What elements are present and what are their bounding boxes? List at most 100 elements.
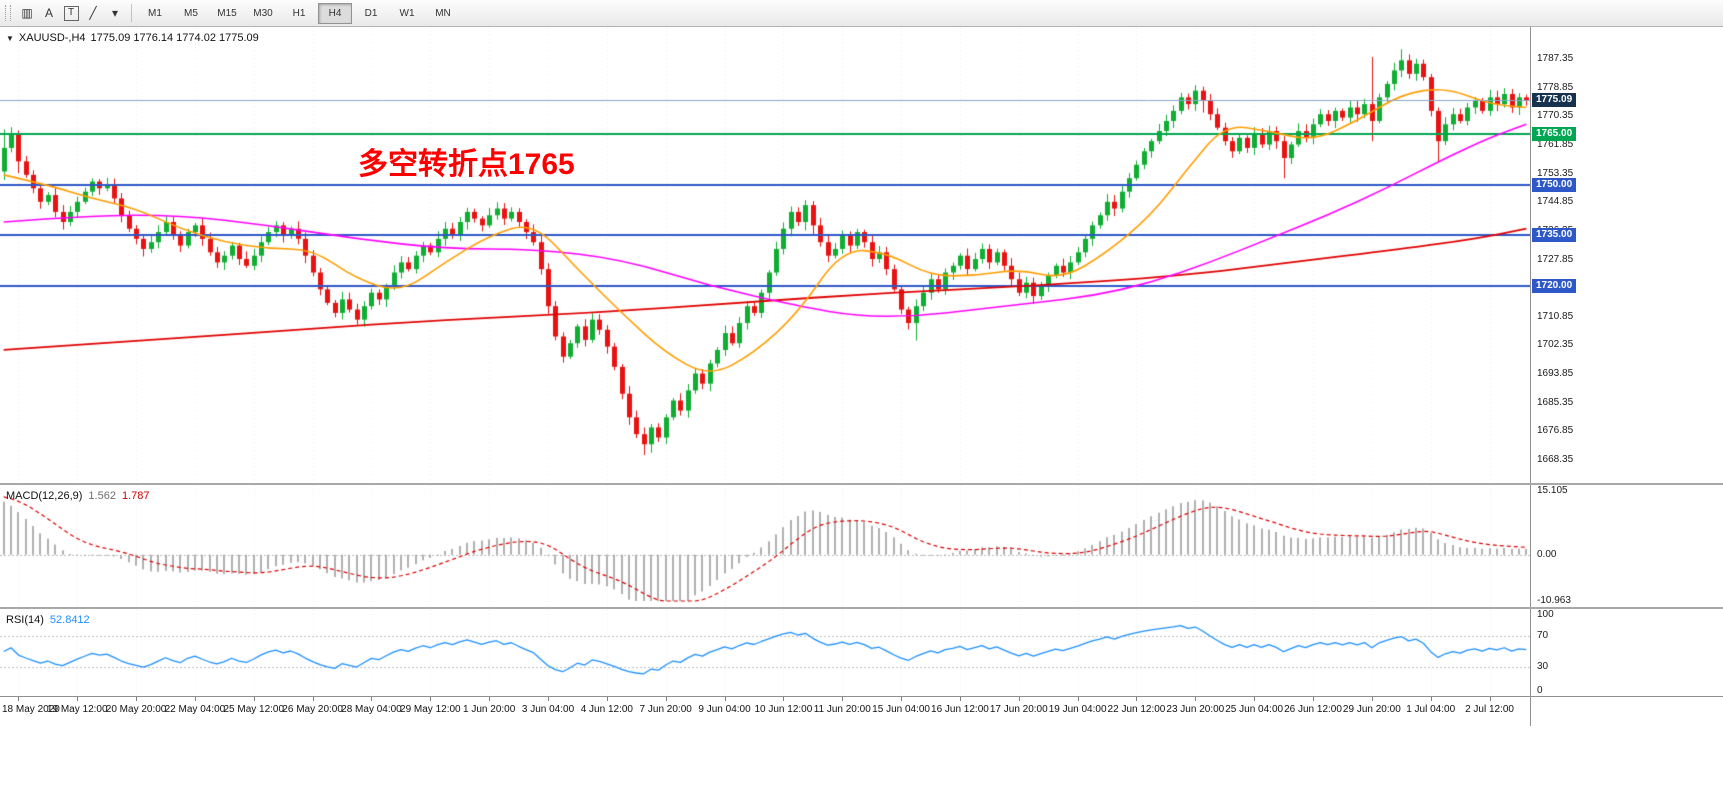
- price-tag-1735.00: 1735.00: [1532, 228, 1577, 243]
- toolbar-grip[interactable]: [5, 5, 11, 21]
- macd-tick-label: 15.105: [1537, 485, 1568, 496]
- rsi-tick-label: 30: [1537, 661, 1549, 673]
- price-tag-1750.00: 1750.00: [1532, 177, 1577, 192]
- time-axis-tick: [666, 697, 667, 701]
- time-axis-tick: [136, 697, 137, 701]
- time-axis-tick: [1136, 697, 1137, 701]
- macd-scale[interactable]: 15.105 0.00 -10.963: [1530, 485, 1723, 607]
- time-axis-tick: [1313, 697, 1314, 701]
- rsi-value: 52.8412: [49, 614, 90, 626]
- macd-value-signal: 1.787: [121, 490, 150, 502]
- price-tick-label: 1753.35: [1537, 167, 1574, 179]
- time-axis-label: 4 Jun 12:00: [580, 704, 633, 715]
- timeframe-button-m30[interactable]: M30: [253, 7, 273, 19]
- time-axis-label: 23 Jun 20:00: [1166, 704, 1225, 715]
- macd-tick-label: -10.963: [1537, 595, 1571, 606]
- rsi-label: RSI(14): [6, 614, 44, 626]
- macd-canvas[interactable]: [0, 485, 1530, 607]
- time-axis-tick: [607, 697, 608, 701]
- panel-splitter[interactable]: [0, 483, 1723, 485]
- price-tick-label: 1668.35: [1537, 453, 1574, 465]
- drawing-tools-group: ▥ A T ╱ ▾: [16, 3, 126, 23]
- time-axis-label: 18 May 2020: [2, 704, 60, 715]
- time-axis-tick: [842, 697, 843, 701]
- tool-dropdown-caret-icon[interactable]: ▾: [111, 6, 119, 20]
- timeframe-button-m1[interactable]: M1: [148, 7, 162, 19]
- timeframe-button-mn[interactable]: MN: [435, 7, 451, 19]
- time-axis-label: 29 May 12:00: [400, 704, 461, 715]
- text-tool-icon[interactable]: T: [61, 3, 81, 23]
- chart-symbol-period: XAUUSD-,H4: [18, 32, 86, 44]
- time-axis-tick: [783, 697, 784, 701]
- time-axis-label: 19 May 12:00: [46, 704, 108, 715]
- chart-ohlc-values: 1775.09 1776.14 1774.02 1775.09: [90, 32, 259, 44]
- toolbar: ▥ A T ╱ ▾ M1 M5 M15 M30 H1 H4 D1 W1 MN: [0, 0, 1723, 27]
- time-axis[interactable]: 18 May 2020 19 May 12:00 20 May 20:00 22 Ma…: [0, 696, 1723, 726]
- macd-caption: MACD(12,26,9) 1.562 1.787: [6, 490, 149, 502]
- bottom-empty-area: [0, 726, 1723, 792]
- price-tick-label: 1676.85: [1537, 425, 1574, 437]
- timeframe-group: M1 M5 M15 M30 H1 H4 D1 W1 MN: [137, 2, 461, 24]
- draw-line-tool-icon[interactable]: ╱: [89, 6, 97, 20]
- timeframe-button-d1[interactable]: D1: [364, 7, 378, 19]
- time-axis-label: 16 Jun 12:00: [931, 704, 989, 715]
- time-axis-label: 9 Jun 04:00: [698, 704, 751, 715]
- price-tick-label: 1693.85: [1537, 368, 1574, 380]
- timeframe-button-m5[interactable]: M5: [184, 7, 198, 19]
- rsi-canvas[interactable]: [0, 609, 1530, 696]
- rsi-panel: RSI(14) 52.8412: [0, 609, 1530, 696]
- rsi-tick-label: 100: [1537, 609, 1554, 620]
- timeframe-button-w1[interactable]: W1: [399, 7, 415, 19]
- chart-collapse-icon[interactable]: ▼: [6, 33, 14, 43]
- timeframe-button-h4[interactable]: H4: [318, 2, 352, 24]
- annotation-text-object[interactable]: 多空转折点1765: [358, 148, 575, 181]
- bar-chart-icon[interactable]: ▥: [21, 6, 33, 20]
- time-axis-label: 25 May 12:00: [223, 704, 285, 715]
- rsi-scale[interactable]: 100 70 30 0: [1530, 609, 1723, 696]
- time-axis-tick: [371, 697, 372, 701]
- time-axis-label: 1 Jul 04:00: [1406, 704, 1456, 715]
- time-axis-tick: [1195, 697, 1196, 701]
- timeframe-button-h1[interactable]: H1: [292, 7, 306, 19]
- panel-splitter[interactable]: [0, 607, 1723, 609]
- macd-tick-label: 0.00: [1537, 548, 1557, 560]
- time-axis-tick: [1254, 697, 1255, 701]
- price-tick-label: 1685.35: [1537, 396, 1574, 408]
- time-axis-label: 20 May 20:00: [105, 704, 167, 715]
- macd-panel: MACD(12,26,9) 1.562 1.787: [0, 485, 1530, 607]
- price-tick-label: 1761.85: [1537, 139, 1574, 151]
- rsi-tick-label: 70: [1537, 629, 1549, 641]
- time-axis-tick: [254, 697, 255, 701]
- main-chart-panel: ▼ XAUUSD-,H4 1775.09 1776.14 1774.02 177…: [0, 27, 1530, 483]
- time-axis-label: 19 Jun 04:00: [1048, 704, 1107, 715]
- price-tick-label: 1778.85: [1537, 81, 1574, 93]
- price-scale[interactable]: 1787.35 1778.85 1770.35 1761.85 1753.35 1744.…: [1530, 27, 1723, 483]
- time-axis-label: 26 May 20:00: [282, 704, 343, 715]
- arrow-tool-icon[interactable]: A: [44, 6, 53, 20]
- price-tick-label: 1744.85: [1537, 196, 1574, 208]
- time-axis-label: 7 Jun 20:00: [639, 704, 692, 715]
- time-axis-tick: [18, 697, 19, 701]
- price-tag-1720.00: 1720.00: [1532, 278, 1577, 293]
- time-axis-label: 29 Jun 20:00: [1342, 704, 1401, 715]
- time-axis-label: 11 Jun 20:00: [813, 704, 871, 715]
- price-tick-label: 1727.85: [1537, 253, 1574, 265]
- time-axis-label: 26 Jun 12:00: [1284, 704, 1342, 715]
- time-axis-label: 25 Jun 04:00: [1225, 704, 1284, 715]
- time-axis-tick: [1078, 697, 1079, 701]
- chart-title: ▼ XAUUSD-,H4 1775.09 1776.14 1774.02 177…: [6, 32, 259, 44]
- rsi-caption: RSI(14) 52.8412: [6, 614, 90, 626]
- time-axis-label: 15 Jun 04:00: [872, 704, 930, 715]
- time-axis-label: 3 Jun 04:00: [521, 704, 575, 715]
- time-axis-label: 1 Jun 20:00: [463, 704, 516, 715]
- time-axis-tick: [489, 697, 490, 701]
- rsi-tick-label: 0: [1537, 685, 1543, 696]
- time-axis-label: 22 May 04:00: [164, 704, 226, 715]
- timeframe-button-m15[interactable]: M15: [217, 7, 237, 19]
- macd-value-hist: 1.562: [88, 490, 116, 502]
- toolbar-separator: [131, 4, 132, 22]
- time-axis-label: 17 Jun 20:00: [989, 704, 1048, 715]
- main-chart-canvas[interactable]: [0, 27, 1530, 483]
- time-axis-tick: [1490, 697, 1491, 701]
